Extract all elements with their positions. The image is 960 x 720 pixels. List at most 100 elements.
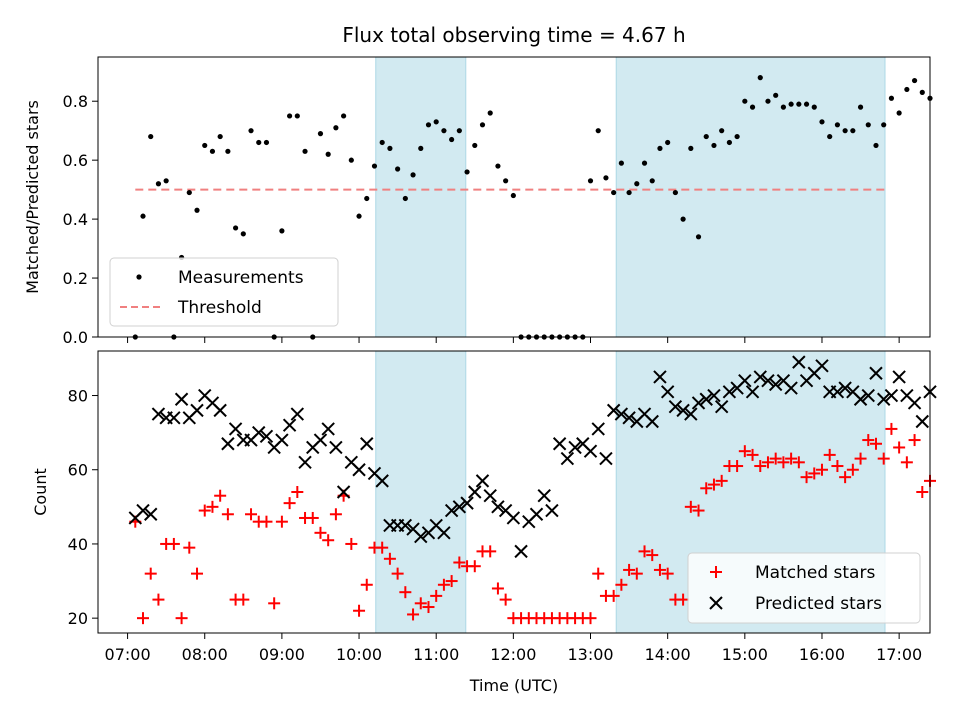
- matched-point-97: [877, 452, 890, 465]
- measurement-point-92: [842, 128, 848, 134]
- matched-point-67: [646, 549, 659, 562]
- bottom-y-axis: 20 40 60 80: [68, 387, 98, 628]
- predicted-point-21: [290, 407, 305, 421]
- top-plot-frame: [97, 56, 931, 338]
- measurement-point-66: [641, 160, 648, 166]
- matched-point-71: [677, 593, 690, 606]
- measurement-point-91: [834, 122, 841, 128]
- matched-point-40: [437, 578, 450, 591]
- predicted-point-85: [784, 381, 798, 395]
- bottom-y-tick-label-2: 60: [68, 461, 88, 480]
- matched-point-86: [792, 456, 805, 469]
- matched-point-92: [839, 471, 852, 484]
- predicted-point-89: [815, 359, 829, 373]
- matched-point-87: [800, 471, 813, 484]
- measurement-point-62: [611, 189, 617, 196]
- bottom-x-tick-label-6: 13:00: [567, 645, 613, 664]
- measurement-point-49: [510, 192, 516, 199]
- bottom-legend: Matched stars Predicted stars: [687, 552, 921, 624]
- top-shaded-interval-0: [375, 56, 467, 338]
- measurement-point-7: [186, 189, 192, 196]
- matched-point-59: [584, 612, 597, 625]
- measurement-point-93: [850, 128, 856, 134]
- matched-point-33: [383, 552, 396, 565]
- top-x-axis: [127, 337, 900, 343]
- predicted-point-8: [190, 403, 204, 418]
- bottom-x-tick-label-3: 10:00: [336, 645, 382, 664]
- top-shaded-intervals: [375, 56, 886, 338]
- predicted-point-42: [452, 500, 467, 514]
- bottom-x-tick-label-7: 14:00: [645, 645, 691, 664]
- matched-point-64: [623, 563, 636, 576]
- matched-point-74: [700, 482, 713, 495]
- measurement-point-11: [217, 133, 223, 140]
- matched-point-32: [376, 541, 389, 554]
- measurement-point-39: [433, 119, 439, 125]
- predicted-point-43: [460, 496, 474, 510]
- matched-point-79: [738, 445, 751, 458]
- measurement-point-85: [788, 101, 794, 107]
- measurement-point-24: [317, 131, 324, 137]
- matched-point-69: [661, 567, 674, 580]
- measurement-point-32: [379, 139, 385, 146]
- predicted-point-62: [606, 403, 621, 418]
- matched-point-10: [206, 500, 219, 513]
- x-axis-label: Time (UTC): [469, 676, 558, 695]
- predicted-point-3: [151, 407, 166, 421]
- predicted-point-40: [437, 526, 451, 540]
- measurement-point-88: [811, 104, 817, 110]
- matched-point-2: [144, 567, 157, 580]
- top-panel: 0.00.20.40.60.8 Matched/Predicted stars …: [23, 56, 933, 347]
- predicted-point-32: [375, 474, 389, 488]
- top-y-tick-label-0: 0.0: [63, 328, 88, 347]
- predicted-point-5: [167, 411, 181, 425]
- predicted-point-101: [907, 396, 922, 410]
- predicted-point-44: [468, 485, 482, 499]
- matched-point-20: [283, 497, 296, 510]
- bottom-x-tick-label-8: 15:00: [722, 645, 768, 664]
- measurement-point-44: [472, 142, 478, 149]
- measurement-point-59: [587, 178, 594, 184]
- measurement-point-98: [888, 95, 895, 101]
- bottom-x-tick-label-10: 17:00: [876, 645, 922, 664]
- matched-point-37: [414, 597, 427, 610]
- measurement-point-96: [873, 142, 879, 149]
- measurement-point-42: [456, 128, 462, 134]
- matched-point-11: [214, 489, 227, 502]
- predicted-point-37: [414, 529, 428, 544]
- bottom-y-tick-label-3: 80: [68, 387, 88, 406]
- top-y-tick-label-1: 0.2: [63, 269, 88, 288]
- predicted-point-70: [668, 399, 683, 414]
- predicted-point-35: [398, 518, 413, 533]
- matched-point-25: [322, 534, 335, 547]
- predicted-point-75: [707, 388, 721, 403]
- matched-point-85: [785, 452, 798, 465]
- bottom-legend-box: [687, 552, 921, 624]
- predicted-point-97: [876, 392, 891, 406]
- measurement-point-80: [749, 104, 756, 110]
- predicted-point-11: [213, 403, 227, 418]
- measurement-point-14: [240, 231, 246, 237]
- measurement-point-74: [703, 133, 709, 140]
- matched-point-42: [453, 556, 466, 569]
- measurement-point-82: [765, 98, 771, 104]
- predicted-point-19: [275, 433, 289, 447]
- predicted-point-71: [676, 403, 690, 418]
- matched-point-34: [391, 567, 404, 580]
- predicted-point-80: [745, 385, 760, 399]
- predicted-point-6: [174, 392, 189, 406]
- top-y-tick-label-4: 0.8: [63, 92, 88, 111]
- predicted-point-45: [475, 474, 490, 488]
- predicted-point-30: [360, 437, 374, 451]
- predicted-point-55: [552, 437, 567, 451]
- bottom-x-tick-label-5: 12:00: [490, 645, 536, 664]
- top-y-tick-label-2: 0.4: [63, 210, 88, 229]
- measurement-point-61: [603, 175, 609, 181]
- measurement-point-12: [225, 148, 231, 154]
- predicted-point-13: [228, 422, 243, 436]
- measurement-point-70: [672, 189, 678, 196]
- matched-point-46: [484, 545, 497, 558]
- predicted-point-102: [915, 414, 929, 429]
- matched-point-98: [885, 422, 898, 435]
- matched-point-100: [900, 456, 913, 469]
